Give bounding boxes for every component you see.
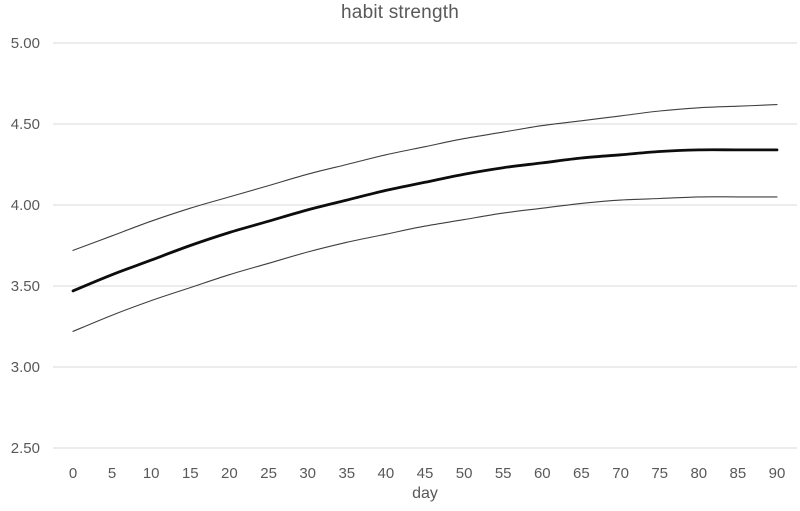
x-axis-tick-label: 10 <box>143 465 160 482</box>
x-axis-tick-label: 80 <box>690 465 707 482</box>
x-axis-tick-label: 40 <box>378 465 395 482</box>
y-axis-tick-label: 2.50 <box>11 440 40 457</box>
x-axis-tick-label: 35 <box>338 465 355 482</box>
x-axis-tick-label: 0 <box>69 465 77 482</box>
x-axis-tick-label: 85 <box>730 465 747 482</box>
x-axis-tick-label: 60 <box>534 465 551 482</box>
y-axis-tick-label: 4.00 <box>11 197 40 214</box>
series-line-upper-bound <box>72 104 778 251</box>
series-line-habit-strength-mean <box>71 148 779 293</box>
x-axis-tick-label: 5 <box>108 465 116 482</box>
x-axis-tick-label: 50 <box>456 465 473 482</box>
x-axis-tick-label: 20 <box>221 465 238 482</box>
series-line-lower-bound <box>72 196 778 332</box>
y-axis-tick-label: 5.00 <box>11 35 40 52</box>
x-axis-tick-label: 45 <box>417 465 434 482</box>
x-axis-tick-label: 65 <box>573 465 590 482</box>
x-axis-tick-label: 55 <box>495 465 512 482</box>
y-axis-tick-label: 4.50 <box>11 116 40 133</box>
x-axis-tick-label: 25 <box>260 465 277 482</box>
x-axis-tick-label: 75 <box>651 465 668 482</box>
x-axis-tick-label: 15 <box>182 465 199 482</box>
y-axis-tick-label: 3.50 <box>11 278 40 295</box>
chart-title: habit strength <box>341 2 459 23</box>
x-axis-tick-label: 30 <box>299 465 316 482</box>
x-axis-tick-label: 90 <box>769 465 786 482</box>
x-axis-title: day <box>412 485 438 502</box>
y-axis-tick-label: 3.00 <box>11 359 40 376</box>
x-axis-tick-label: 70 <box>612 465 629 482</box>
